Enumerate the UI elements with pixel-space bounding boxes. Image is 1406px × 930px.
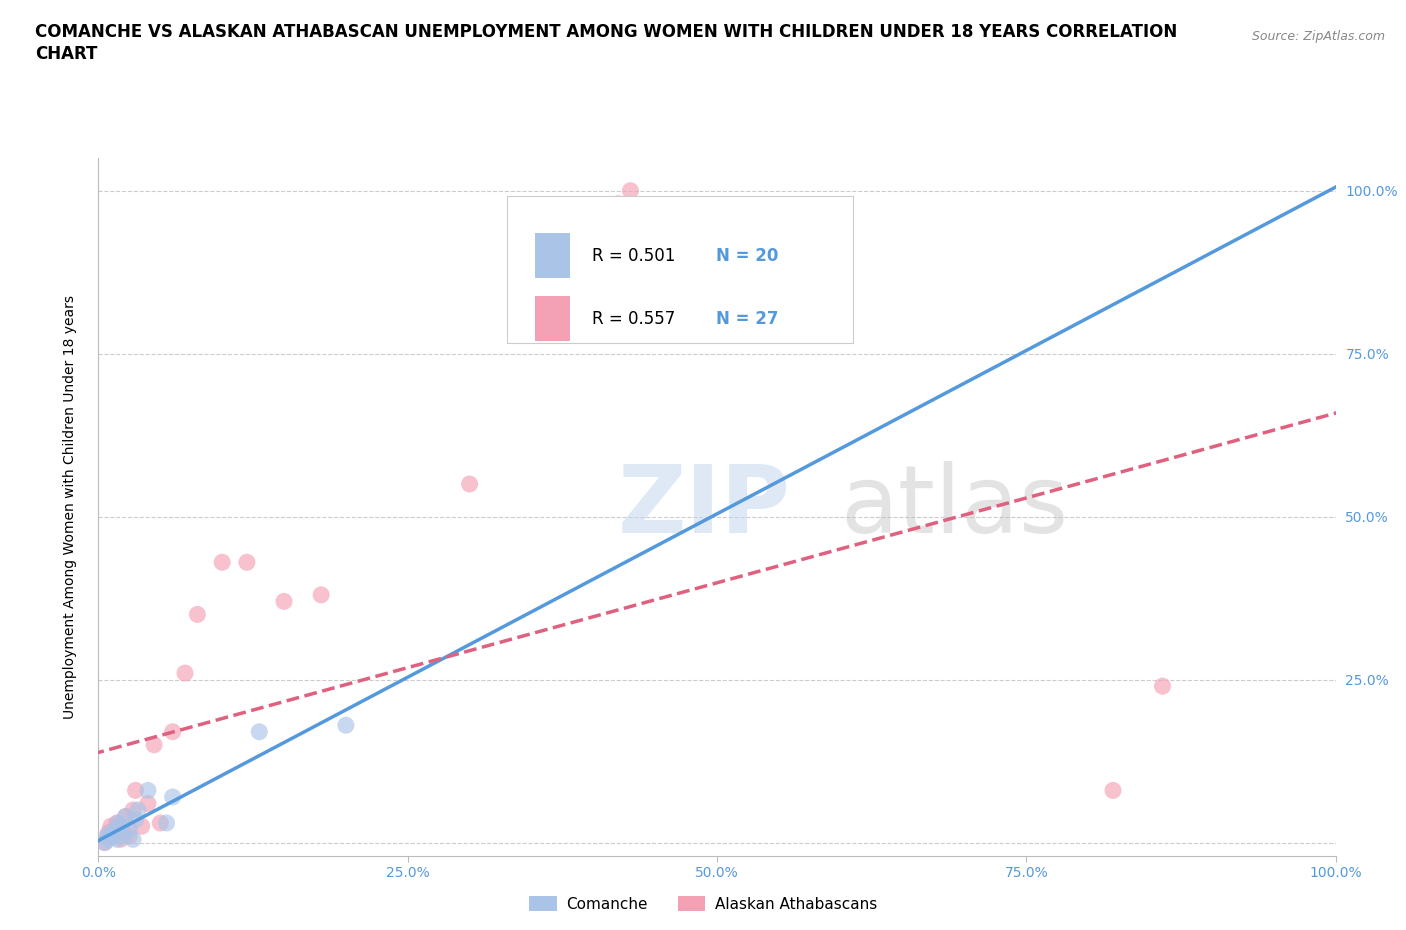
Point (107, 816, 129, 830)
Point (136, 796, 159, 811)
Point (97, 825, 120, 840)
Point (118, 822, 141, 837)
Text: ZIP: ZIP (619, 461, 792, 552)
Point (273, 594, 295, 609)
Point (1102, 783, 1125, 798)
Point (97, 831, 120, 846)
Point (247, 724, 270, 739)
Point (122, 803, 145, 817)
Bar (536, 296, 569, 341)
Point (335, 718, 357, 733)
Point (112, 822, 135, 837)
Point (124, 812, 146, 827)
Point (143, 737, 166, 752)
Text: R = 0.501: R = 0.501 (592, 246, 675, 265)
Point (103, 829, 125, 844)
Point (114, 809, 136, 824)
Point (186, 607, 208, 622)
Point (149, 816, 172, 830)
Point (105, 831, 128, 846)
Point (100, 825, 122, 840)
Text: COMANCHE VS ALASKAN ATHABASCAN UNEMPLOYMENT AMONG WOMEN WITH CHILDREN UNDER 18 Y: COMANCHE VS ALASKAN ATHABASCAN UNEMPLOYM… (35, 23, 1177, 41)
Point (103, 829, 125, 844)
Point (124, 783, 146, 798)
Text: Source: ZipAtlas.com: Source: ZipAtlas.com (1251, 30, 1385, 43)
Point (93, 835, 115, 850)
Point (236, 555, 259, 570)
Point (309, 588, 332, 603)
Point (211, 555, 233, 570)
Point (118, 829, 141, 844)
Point (96, 829, 118, 844)
Text: N = 27: N = 27 (716, 310, 779, 327)
Point (131, 818, 153, 833)
Text: CHART: CHART (35, 45, 97, 62)
Legend: Comanche, Alaskan Athabascans: Comanche, Alaskan Athabascans (523, 889, 883, 918)
Point (136, 783, 159, 798)
Point (174, 666, 197, 681)
Y-axis label: Unemployment Among Women with Children Under 18 years: Unemployment Among Women with Children U… (63, 295, 77, 719)
Point (607, 196, 630, 211)
Point (93, 835, 115, 850)
Text: N = 20: N = 20 (716, 246, 778, 265)
Point (162, 790, 184, 804)
Text: R = 0.557: R = 0.557 (592, 310, 675, 327)
Point (122, 831, 145, 846)
Point (1152, 679, 1174, 694)
FancyBboxPatch shape (506, 196, 853, 343)
Text: atlas: atlas (841, 461, 1069, 552)
Point (458, 476, 481, 491)
Point (110, 831, 132, 846)
Point (162, 724, 184, 739)
Point (105, 816, 128, 830)
Point (155, 816, 177, 830)
Point (110, 818, 132, 833)
Point (127, 803, 149, 817)
Point (112, 829, 135, 844)
Point (114, 809, 136, 824)
Point (100, 818, 122, 833)
Point (619, 183, 641, 198)
Bar (536, 233, 569, 278)
Point (104, 822, 127, 837)
